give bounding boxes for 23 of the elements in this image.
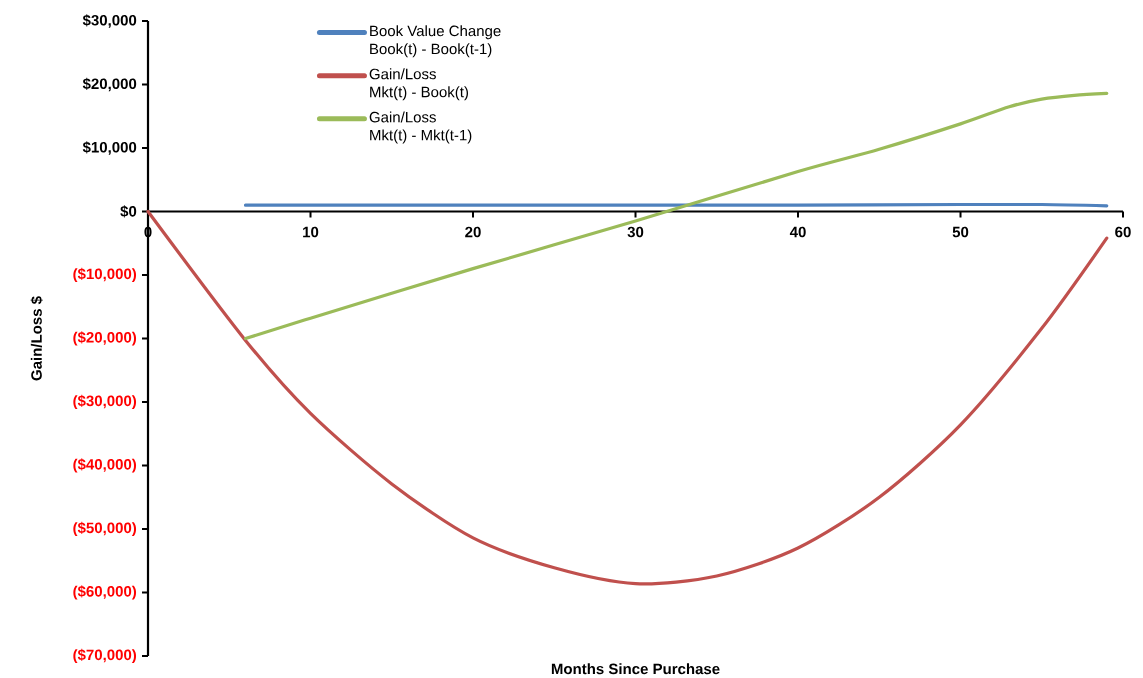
y-tick-label: ($30,000) [73, 394, 137, 410]
y-tick-label: $30,000 [82, 14, 137, 28]
y-tick-label: $10,000 [82, 141, 137, 155]
x-tick-label: 30 [627, 226, 644, 238]
y-tick-label: $0 [120, 205, 137, 218]
y-tick-label: ($60,000) [73, 585, 137, 600]
x-tick-label: 60 [1115, 226, 1131, 238]
legend-label: Gain/Loss Mkt(t) - Mkt(t-1) [369, 111, 472, 144]
y-tick-label: ($50,000) [73, 521, 137, 537]
y-tick-label: $20,000 [82, 77, 137, 92]
y-tick-label: ($20,000) [73, 331, 137, 346]
legend-label: Gain/Loss Mkt(t) - Book(t) [369, 68, 469, 101]
y-tick-label: ($70,000) [73, 648, 137, 664]
x-tick-label: 10 [303, 226, 319, 238]
x-tick-label: 20 [465, 226, 481, 238]
y-tick-label: ($40,000) [73, 458, 137, 473]
y-axis-title: Gain/Loss $ [30, 296, 43, 381]
y-tick-label: ($10,000) [73, 267, 137, 283]
x-tick-label: 50 [952, 226, 969, 238]
x-tick-label: 40 [789, 226, 806, 238]
legend-label: Book Value Change Book(t) - Book(t-1) [370, 25, 501, 58]
x-axis-title: Months Since Purchase [551, 663, 720, 675]
line-series [146, 209, 1109, 586]
